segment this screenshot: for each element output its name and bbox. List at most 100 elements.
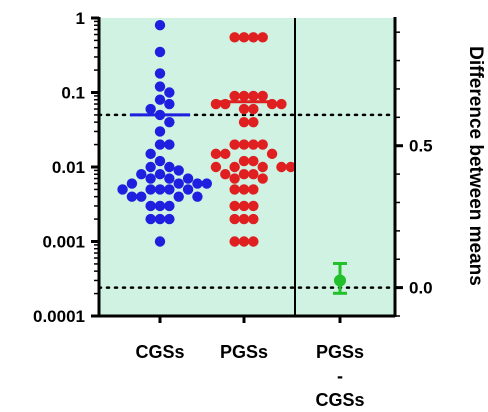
data-point-cgss bbox=[136, 191, 147, 202]
data-point-pgss bbox=[248, 32, 259, 43]
data-point-cgss bbox=[173, 165, 184, 176]
data-point-cgss bbox=[145, 148, 156, 160]
data-point-cgss bbox=[126, 191, 138, 202]
data-point-pgss bbox=[229, 161, 240, 173]
data-point-pgss bbox=[248, 90, 259, 102]
data-point-cgss bbox=[145, 200, 156, 212]
data-point-pgss bbox=[210, 148, 222, 160]
data-point-pgss bbox=[238, 213, 250, 225]
data-point-cgss bbox=[154, 20, 166, 31]
data-point-cgss bbox=[154, 200, 166, 212]
data-point-cgss bbox=[154, 68, 166, 79]
data-point-cgss bbox=[164, 98, 175, 110]
data-point-pgss bbox=[229, 173, 240, 184]
data-point-pgss bbox=[238, 139, 250, 150]
data-point-cgss bbox=[145, 213, 156, 225]
data-point-cgss bbox=[154, 169, 166, 180]
data-point-pgss bbox=[238, 184, 250, 195]
category-label: - bbox=[337, 366, 343, 386]
data-point-cgss bbox=[145, 161, 156, 173]
data-point-pgss bbox=[238, 90, 250, 102]
data-point-cgss bbox=[173, 191, 184, 202]
data-point-pgss bbox=[210, 161, 222, 173]
data-point-pgss bbox=[238, 169, 250, 180]
data-point-cgss bbox=[164, 184, 175, 195]
data-point-pgss bbox=[229, 236, 240, 247]
data-point-pgss bbox=[257, 139, 268, 150]
data-point-pgss bbox=[248, 116, 259, 128]
data-point-pgss bbox=[276, 98, 287, 110]
data-point-cgss bbox=[117, 184, 128, 195]
data-point-cgss bbox=[154, 81, 166, 92]
data-point-cgss bbox=[136, 169, 147, 180]
left-tick-label: 0.001 bbox=[42, 233, 85, 252]
category-label: PGSs bbox=[220, 342, 268, 362]
data-point-pgss bbox=[248, 155, 259, 167]
data-point-cgss bbox=[164, 200, 175, 212]
data-point-cgss bbox=[164, 87, 175, 98]
data-point-pgss bbox=[229, 90, 240, 102]
category-label: CGSs bbox=[135, 342, 184, 362]
data-point-pgss bbox=[248, 213, 259, 225]
data-point-pgss bbox=[248, 236, 259, 247]
right-axis-label: Difference between means bbox=[465, 46, 486, 286]
data-point-pgss bbox=[238, 103, 250, 115]
data-point-pgss bbox=[248, 103, 259, 115]
left-tick-label: 0.1 bbox=[61, 84, 85, 103]
data-point-cgss bbox=[154, 155, 166, 167]
data-point-pgss bbox=[238, 236, 250, 247]
data-point-cgss bbox=[182, 184, 194, 195]
data-point-cgss bbox=[145, 173, 156, 184]
data-point-cgss bbox=[145, 103, 156, 115]
plot-background bbox=[99, 18, 395, 316]
data-point-cgss bbox=[201, 178, 212, 189]
data-point-pgss bbox=[229, 200, 240, 212]
data-point-pgss bbox=[248, 139, 259, 150]
data-point-cgss bbox=[126, 178, 138, 189]
data-point-pgss bbox=[248, 184, 259, 195]
data-point-cgss bbox=[192, 178, 203, 189]
data-point-pgss bbox=[285, 161, 296, 173]
data-point-pgss bbox=[257, 173, 268, 184]
data-point-pgss bbox=[248, 200, 259, 212]
data-point-pgss bbox=[257, 161, 268, 173]
data-point-pgss bbox=[220, 169, 231, 180]
data-point-cgss bbox=[154, 126, 166, 137]
data-point-cgss bbox=[192, 191, 203, 202]
data-point-pgss bbox=[257, 32, 268, 43]
data-point-pgss bbox=[238, 155, 250, 167]
data-point-pgss bbox=[220, 148, 231, 160]
data-point-pgss bbox=[238, 116, 250, 128]
data-point-pgss bbox=[238, 200, 250, 212]
data-point-cgss bbox=[164, 173, 175, 184]
data-point-cgss bbox=[154, 94, 166, 105]
data-point-cgss bbox=[182, 173, 194, 184]
category-label: PGSs bbox=[316, 342, 364, 362]
right-tick-label: 0.5 bbox=[409, 137, 433, 156]
left-tick-label: 1 bbox=[76, 9, 85, 28]
data-point-pgss bbox=[266, 148, 278, 160]
data-point-cgss bbox=[164, 116, 175, 128]
data-point-pgss bbox=[257, 90, 268, 102]
data-point-cgss bbox=[154, 184, 166, 195]
data-point-cgss bbox=[164, 139, 175, 150]
data-point-cgss bbox=[145, 184, 156, 195]
right-tick-label: 0.0 bbox=[409, 279, 433, 298]
left-tick-label: 0.0001 bbox=[33, 307, 85, 326]
data-point-pgss bbox=[248, 169, 259, 180]
data-point-cgss bbox=[164, 213, 175, 225]
data-point-cgss bbox=[154, 46, 166, 58]
data-point-pgss bbox=[276, 161, 287, 173]
data-point-pgss bbox=[229, 32, 240, 43]
data-point-cgss bbox=[154, 139, 166, 150]
data-point-cgss bbox=[164, 161, 175, 173]
data-point-pgss bbox=[229, 184, 240, 195]
category-label: CGSs bbox=[315, 390, 364, 410]
data-point-cgss bbox=[154, 236, 166, 247]
data-point-cgss bbox=[154, 213, 166, 225]
difference-point bbox=[334, 274, 346, 287]
data-point-pgss bbox=[238, 32, 250, 43]
data-point-pgss bbox=[229, 139, 240, 150]
left-tick-label: 0.01 bbox=[52, 158, 85, 177]
